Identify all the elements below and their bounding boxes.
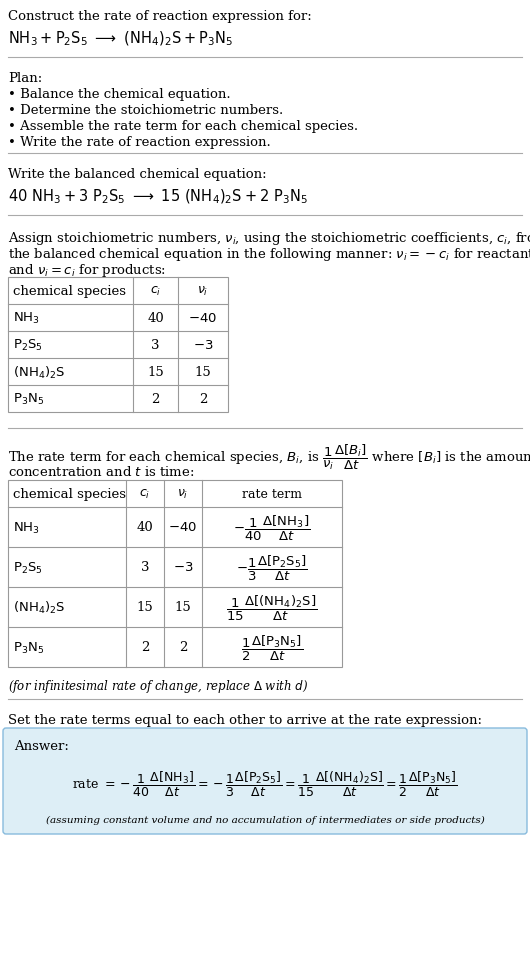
Text: $c_i$: $c_i$ [139, 488, 151, 500]
Text: 15: 15 [147, 365, 164, 379]
Text: Answer:: Answer: [14, 740, 69, 752]
Text: 15: 15 [174, 601, 191, 614]
Text: $-40$: $-40$ [169, 521, 198, 534]
Text: 15: 15 [195, 365, 211, 379]
Text: Plan:: Plan: [8, 72, 42, 85]
Text: 2: 2 [141, 641, 149, 654]
Text: $\dfrac{1}{2}\dfrac{\Delta[\mathrm{P_3N_5}]}{\Delta t}$: $\dfrac{1}{2}\dfrac{\Delta[\mathrm{P_3N_… [241, 633, 303, 662]
Text: 40: 40 [137, 521, 153, 534]
Text: 2: 2 [179, 641, 187, 654]
Text: Construct the rate of reaction expression for:: Construct the rate of reaction expressio… [8, 10, 312, 23]
Text: The rate term for each chemical species, $B_i$, is $\dfrac{1}{\nu_i}\dfrac{\Delt: The rate term for each chemical species,… [8, 443, 530, 472]
Text: $\mathrm{NH_3 + P_2S_5\ \longrightarrow\ (NH_4)_2S + P_3N_5}$: $\mathrm{NH_3 + P_2S_5\ \longrightarrow\… [8, 30, 233, 48]
Text: rate $= -\dfrac{1}{40}\dfrac{\Delta[\mathrm{NH_3}]}{\Delta t}= -\dfrac{1}{3}\dfr: rate $= -\dfrac{1}{40}\dfrac{\Delta[\mat… [72, 769, 458, 797]
FancyBboxPatch shape [3, 728, 527, 834]
Text: Set the rate terms equal to each other to arrive at the rate expression:: Set the rate terms equal to each other t… [8, 713, 482, 726]
Text: concentration and $t$ is time:: concentration and $t$ is time: [8, 464, 195, 479]
Text: 2: 2 [151, 393, 160, 405]
Text: the balanced chemical equation in the following manner: $\nu_i = -c_i$ for react: the balanced chemical equation in the fo… [8, 246, 530, 263]
Text: $-3$: $-3$ [173, 561, 193, 573]
Text: $\mathrm{40\ NH_3 + 3\ P_2S_5\ \longrightarrow\ 15\ (NH_4)_2S + 2\ P_3N_5}$: $\mathrm{40\ NH_3 + 3\ P_2S_5\ \longrigh… [8, 188, 308, 206]
Text: 3: 3 [141, 561, 149, 573]
Text: $\mathrm{P_2S_5}$: $\mathrm{P_2S_5}$ [13, 338, 43, 353]
Text: $\nu_i$: $\nu_i$ [178, 488, 189, 500]
Text: 15: 15 [137, 601, 153, 614]
Bar [8, 277, 228, 412]
Text: $\mathrm{(NH_4)_2S}$: $\mathrm{(NH_4)_2S}$ [13, 599, 66, 616]
Text: chemical species: chemical species [13, 488, 126, 500]
Text: $-\dfrac{1}{40}\dfrac{\Delta[\mathrm{NH_3}]}{\Delta t}$: $-\dfrac{1}{40}\dfrac{\Delta[\mathrm{NH_… [233, 513, 311, 542]
Text: 3: 3 [151, 339, 160, 352]
Text: • Determine the stoichiometric numbers.: • Determine the stoichiometric numbers. [8, 104, 283, 117]
Text: $\mathrm{NH_3}$: $\mathrm{NH_3}$ [13, 311, 40, 325]
Text: $\mathrm{P_3N_5}$: $\mathrm{P_3N_5}$ [13, 640, 45, 655]
Text: and $\nu_i = c_i$ for products:: and $\nu_i = c_i$ for products: [8, 262, 166, 278]
Text: Assign stoichiometric numbers, $\nu_i$, using the stoichiometric coefficients, $: Assign stoichiometric numbers, $\nu_i$, … [8, 230, 530, 247]
Text: rate term: rate term [242, 488, 302, 500]
Text: (for infinitesimal rate of change, replace $\Delta$ with $d$): (for infinitesimal rate of change, repla… [8, 677, 308, 695]
Text: (assuming constant volume and no accumulation of intermediates or side products): (assuming constant volume and no accumul… [46, 815, 484, 824]
Text: Write the balanced chemical equation:: Write the balanced chemical equation: [8, 168, 267, 181]
Text: $-40$: $-40$ [189, 312, 217, 324]
Text: • Write the rate of reaction expression.: • Write the rate of reaction expression. [8, 136, 271, 149]
Text: $\mathrm{(NH_4)_2S}$: $\mathrm{(NH_4)_2S}$ [13, 364, 66, 380]
Text: $\nu_i$: $\nu_i$ [197, 284, 209, 298]
Text: $\mathrm{NH_3}$: $\mathrm{NH_3}$ [13, 520, 40, 535]
Text: 2: 2 [199, 393, 207, 405]
Text: $\mathrm{P_2S_5}$: $\mathrm{P_2S_5}$ [13, 560, 43, 574]
Text: 40: 40 [147, 312, 164, 324]
Text: • Assemble the rate term for each chemical species.: • Assemble the rate term for each chemic… [8, 120, 358, 133]
Text: • Balance the chemical equation.: • Balance the chemical equation. [8, 88, 231, 101]
Bar [8, 481, 342, 667]
Text: $\mathrm{P_3N_5}$: $\mathrm{P_3N_5}$ [13, 392, 45, 406]
Text: $c_i$: $c_i$ [150, 284, 161, 298]
Text: $-3$: $-3$ [193, 339, 213, 352]
Text: $\dfrac{1}{15}\dfrac{\Delta[\mathrm{(NH_4)_2S}]}{\Delta t}$: $\dfrac{1}{15}\dfrac{\Delta[\mathrm{(NH_… [226, 593, 317, 622]
Text: chemical species: chemical species [13, 284, 126, 298]
Text: $-\dfrac{1}{3}\dfrac{\Delta[\mathrm{P_2S_5}]}{\Delta t}$: $-\dfrac{1}{3}\dfrac{\Delta[\mathrm{P_2S… [236, 553, 308, 582]
